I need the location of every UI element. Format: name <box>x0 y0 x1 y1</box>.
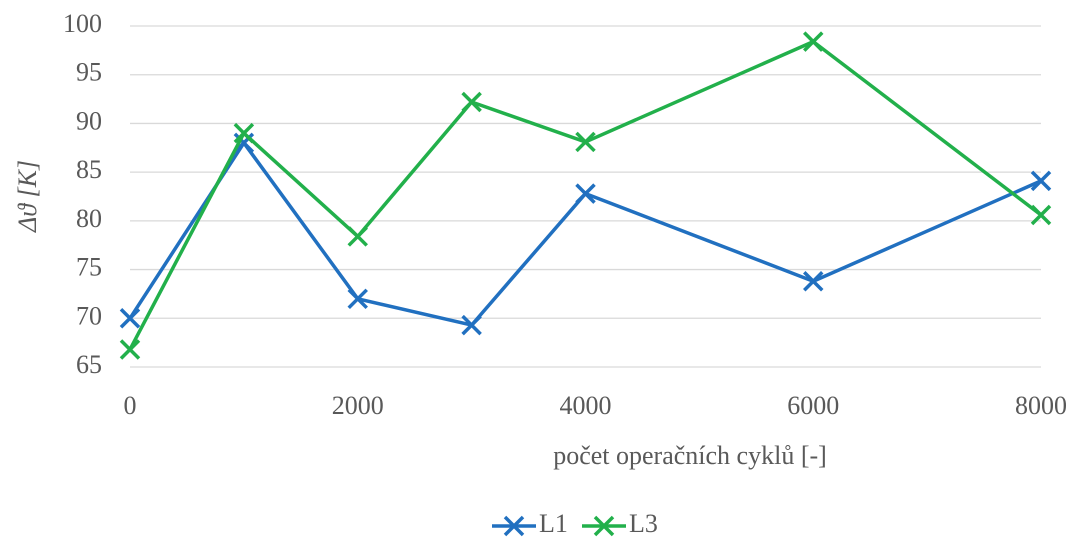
y-axis-label: Δϑ [K] <box>13 160 42 233</box>
x-tick-label: 2000 <box>332 391 384 420</box>
x-tick-label: 4000 <box>560 391 612 420</box>
legend-marker <box>593 515 615 537</box>
y-tick-label: 90 <box>76 106 102 135</box>
y-tick-label: 65 <box>76 350 102 379</box>
marker <box>347 226 368 247</box>
marker <box>1030 170 1052 192</box>
marker <box>803 31 824 52</box>
x-axis-label: počet operačních cyklů [-] <box>553 441 827 470</box>
x-tick-label: 6000 <box>787 391 839 420</box>
y-tick-label: 75 <box>76 253 102 282</box>
marker <box>461 314 482 336</box>
marker <box>347 288 368 310</box>
y-tick-label: 80 <box>76 204 102 233</box>
y-tick-label: 70 <box>76 301 102 330</box>
legend-marker <box>503 515 525 537</box>
legend-label: L1 <box>539 509 568 538</box>
x-tick-label: 0 <box>124 391 137 420</box>
y-tick-label: 95 <box>76 58 102 87</box>
x-tick-label: 8000 <box>1015 391 1067 420</box>
marker <box>119 339 141 360</box>
marker <box>233 122 255 144</box>
marker <box>575 131 596 153</box>
marker <box>803 271 824 292</box>
marker <box>1030 204 1052 226</box>
marker <box>575 183 596 204</box>
series-line <box>128 141 1042 327</box>
y-tick-label: 100 <box>63 9 102 38</box>
marker <box>119 308 141 329</box>
y-tick-label: 85 <box>76 155 102 184</box>
marker <box>461 91 482 113</box>
legend-label: L3 <box>629 509 658 538</box>
